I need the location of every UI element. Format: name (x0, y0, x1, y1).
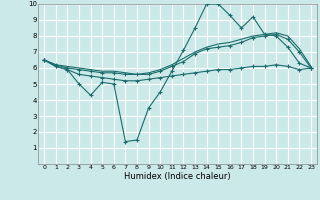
X-axis label: Humidex (Indice chaleur): Humidex (Indice chaleur) (124, 172, 231, 181)
